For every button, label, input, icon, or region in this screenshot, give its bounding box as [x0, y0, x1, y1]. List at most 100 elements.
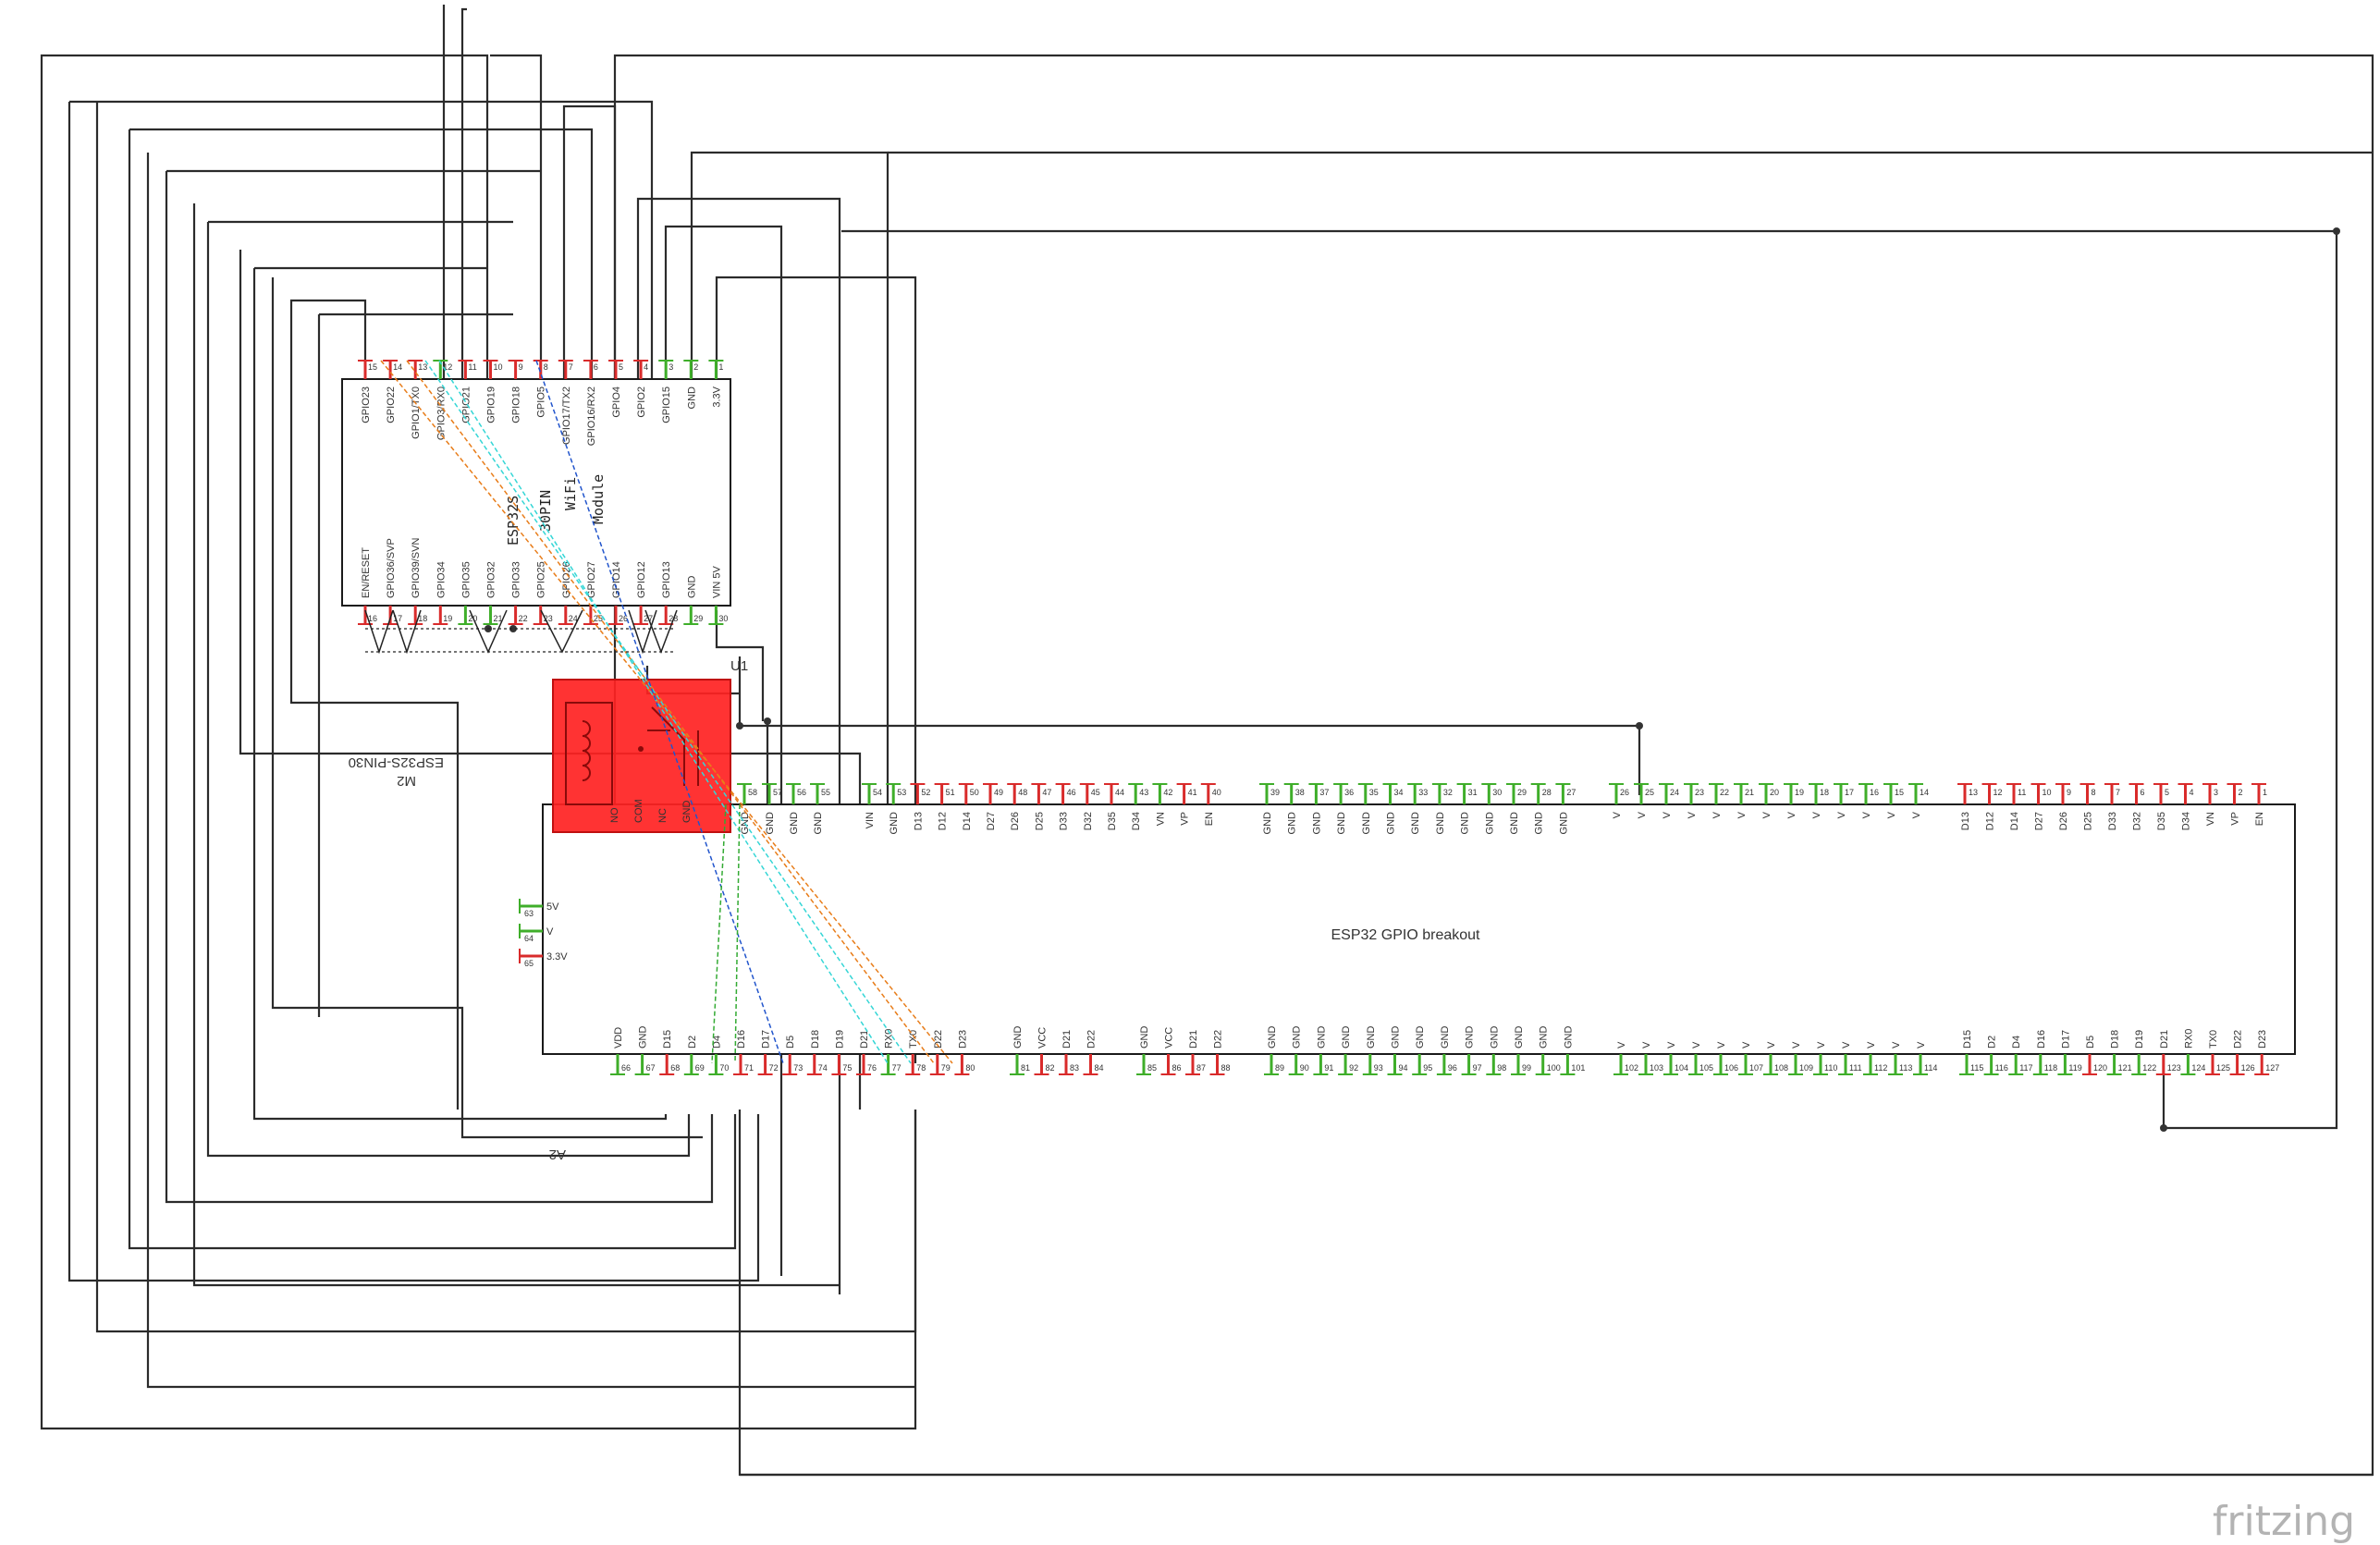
pin-name: D22: [933, 1030, 944, 1048]
pin-name: D35: [1107, 812, 1118, 830]
pin-number: 67: [646, 1063, 656, 1073]
pin-number: 49: [994, 788, 1003, 797]
pin-number: 22: [1720, 788, 1729, 797]
pin-name: GND: [1262, 812, 1273, 835]
pin-name: GND: [1563, 1026, 1574, 1049]
pin-number: 5: [619, 362, 623, 372]
pin-name: GPIO13: [661, 561, 672, 598]
pin-number: 97: [1473, 1063, 1482, 1073]
pin-name: GND: [1465, 1026, 1476, 1049]
pin-number: 38: [1295, 788, 1305, 797]
pin-name: GND: [1316, 1026, 1327, 1049]
pin-name: D12: [938, 812, 949, 830]
pin-name: D5: [2085, 1036, 2096, 1048]
pin-number: 24: [1670, 788, 1679, 797]
pin-number: 29: [1517, 788, 1527, 797]
pin-number: 16: [1870, 788, 1879, 797]
pin-name: V: [1841, 1041, 1852, 1048]
pin-number: 17: [1845, 788, 1854, 797]
pin-name: D17: [761, 1030, 772, 1048]
pin-name: D4: [711, 1036, 722, 1048]
module-ref-label: U1: [730, 658, 748, 674]
module-title-line-1: ESP32S: [505, 496, 521, 546]
pin-name: D21: [1188, 1030, 1199, 1048]
pin-number: 45: [1091, 788, 1100, 797]
pin-number: 110: [1824, 1063, 1837, 1073]
pin-name: GND: [1366, 1026, 1377, 1049]
pin-number: 24: [569, 614, 578, 623]
pin-number: 96: [1448, 1063, 1457, 1073]
pin-number: 114: [1924, 1063, 1937, 1073]
pin-name: GPIO2: [636, 386, 647, 418]
pin-number: 1: [2263, 788, 2267, 797]
pin-name: GND: [1435, 812, 1446, 835]
pin-number: 103: [1650, 1063, 1663, 1073]
pin-number: 127: [2265, 1063, 2279, 1073]
pin-name: VP: [2230, 812, 2241, 826]
pin-name: GPIO5: [536, 386, 547, 418]
pin-name: GND: [1139, 1026, 1150, 1049]
pin-name: D33: [2107, 812, 2118, 830]
pin-name: GND: [1415, 1026, 1426, 1049]
pin-name: V: [1711, 811, 1723, 818]
pin-number: 11: [2018, 788, 2026, 797]
pin-name: GPIO21: [460, 386, 472, 423]
pin-number: 41: [1188, 788, 1197, 797]
junction-dot: [2333, 227, 2340, 235]
pin-name: D22: [2233, 1030, 2244, 1048]
pin-name: D32: [2132, 812, 2143, 830]
relay-pin-label: GND: [681, 801, 693, 824]
pin-name: GPIO36/SVP: [386, 538, 397, 598]
pin-number: 50: [970, 788, 979, 797]
pin-name: GND: [1287, 812, 1298, 835]
pin-name: D26: [2058, 812, 2069, 830]
pin-number: 86: [1172, 1063, 1182, 1073]
pin-name: GPIO34: [436, 561, 447, 598]
ratsnest-green-2: [734, 803, 741, 1064]
pin-number: 112: [1874, 1063, 1887, 1073]
pin-number: 63: [524, 909, 534, 918]
pin-name: GPIO19: [486, 386, 497, 423]
pin-name: D18: [810, 1030, 821, 1048]
pin-number: 33: [1418, 788, 1428, 797]
relay-pin-labels: NO COM NC GND: [609, 799, 693, 823]
breakout-ref-label: A2: [549, 1146, 566, 1162]
pin-number: 8: [2092, 788, 2096, 797]
pin-number: 31: [1468, 788, 1478, 797]
pin-name: V: [1891, 1041, 1902, 1048]
junction-dot: [509, 625, 517, 632]
pin-number: 5: [2165, 788, 2169, 797]
junction-dot: [764, 717, 771, 725]
pin-number: 37: [1319, 788, 1329, 797]
breakout-title: ESP32 GPIO breakout: [1331, 927, 1481, 943]
pin-name: D34: [1131, 812, 1142, 830]
pin-name: D33: [1059, 812, 1070, 830]
pin-number: 48: [1018, 788, 1027, 797]
pin-name: D27: [2034, 812, 2045, 830]
pin-name: GND: [1012, 1026, 1024, 1049]
pin-name: D15: [1962, 1030, 1973, 1048]
ratsnest-orange-1: [380, 360, 953, 1064]
pin-name: GND: [1534, 812, 1545, 835]
pin-name: V: [546, 926, 554, 938]
pin-number: 57: [773, 788, 782, 797]
pin-name: GND: [1484, 812, 1495, 835]
pin-name: V: [1612, 811, 1623, 818]
pin-number: 23: [1695, 788, 1704, 797]
pin-name: D19: [834, 1030, 845, 1048]
pin-number: 3: [2214, 788, 2218, 797]
pin-name: V: [1811, 811, 1822, 818]
module-top-pin-row: 15GPIO2314GPIO2213GPIO1/TX012GPIO3/RX011…: [358, 360, 723, 446]
pin-number: 122: [2142, 1063, 2156, 1073]
pin-number: 77: [892, 1063, 902, 1073]
pin-name: VN: [2205, 812, 2216, 826]
module-bottom-pin-row: 16 EN/RESET 17 GPIO36/SVP 18 GPIO39/SVN 19 GPIO…: [358, 538, 728, 625]
pin-number: 14: [1920, 788, 1929, 797]
pin-number: 79: [941, 1063, 951, 1073]
pin-number: 80: [965, 1063, 975, 1073]
pin-name: EN: [1204, 812, 1215, 826]
pin-number: 26: [1620, 788, 1629, 797]
pin-name: GND: [1311, 812, 1322, 835]
module-name-label: ESP32S-PIN30: [349, 754, 444, 770]
pin-number: 40: [1212, 788, 1221, 797]
